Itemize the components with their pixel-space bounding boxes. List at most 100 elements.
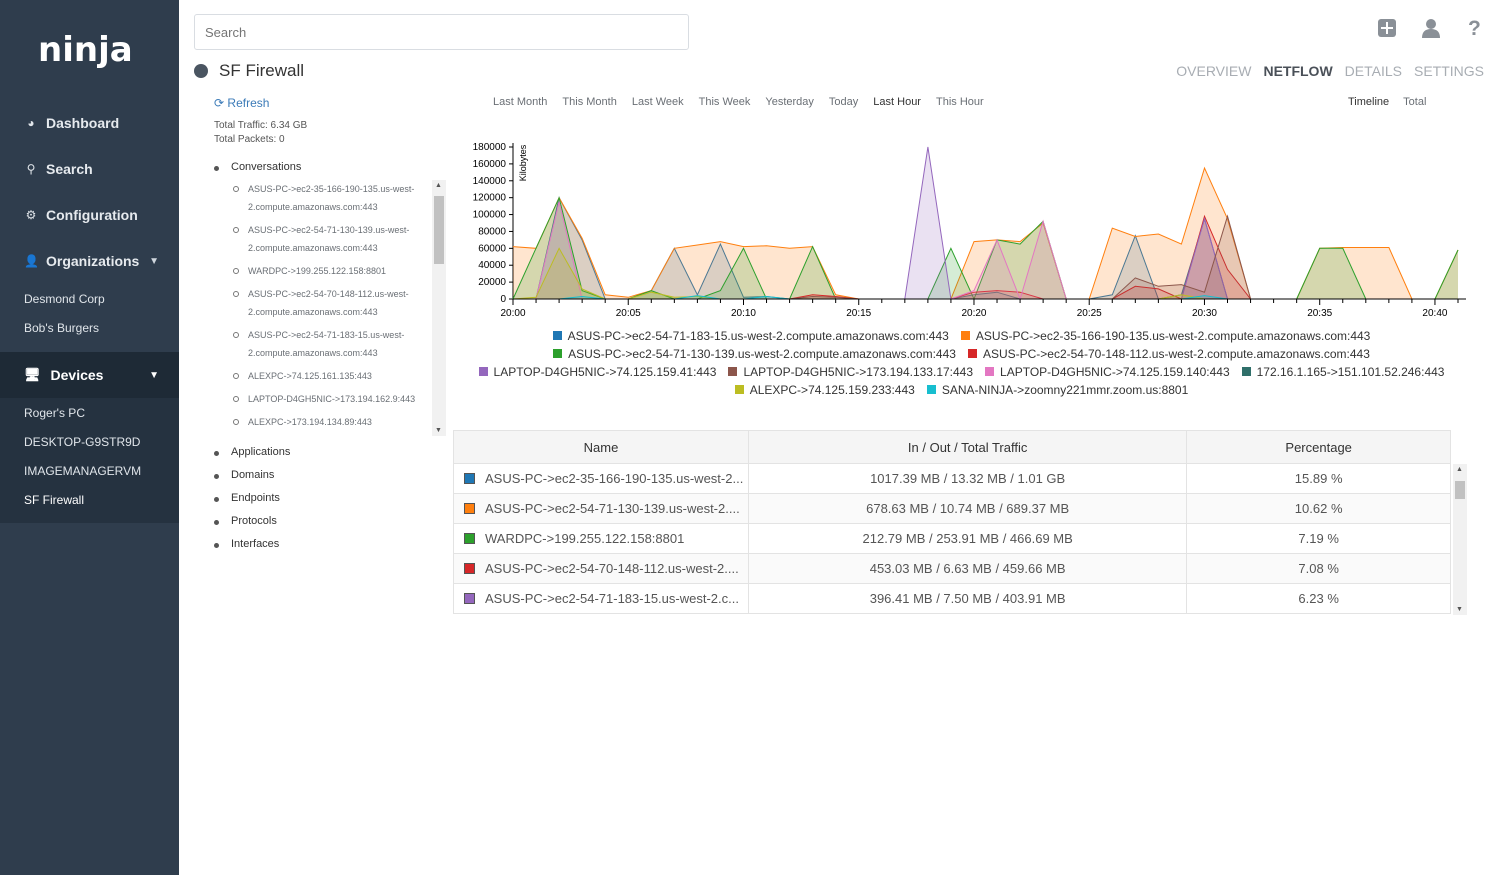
refresh-label: Refresh — [227, 96, 270, 110]
range-option[interactable]: Last Month — [493, 96, 548, 108]
scroll-thumb[interactable] — [434, 196, 444, 264]
conversation-item[interactable]: LAPTOP-D4GH5NIC->173.194.162.9:443 — [230, 390, 431, 408]
conversation-item[interactable]: ASUS-PC->ec2-35-166-190-135.us-west-2.co… — [230, 180, 431, 216]
tree-applications-label: Applications — [231, 446, 291, 458]
scroll-down-icon[interactable]: ▼ — [1456, 606, 1463, 613]
conversation-item[interactable]: ASUS-PC->ec2-54-71-130-139.us-west-2.com… — [230, 221, 431, 257]
tab-netflow[interactable]: NETFLOW — [1263, 63, 1333, 79]
table-row[interactable]: ASUS-PC->ec2-54-70-148-112.us-west-2....… — [453, 553, 1451, 584]
device-item[interactable]: Roger's PC — [24, 406, 85, 420]
table-row[interactable]: ASUS-PC->ec2-54-71-183-15.us-west-2.c...… — [453, 583, 1451, 614]
chevron-down-icon[interactable]: ▼ — [149, 369, 159, 381]
nav-search[interactable]: ⚲ Search — [0, 149, 179, 189]
device-item[interactable]: IMAGEMANAGERVM — [24, 464, 142, 478]
tab-overview[interactable]: OVERVIEW — [1176, 63, 1252, 79]
device-tabs: OVERVIEW NETFLOW DETAILS SETTINGS — [1176, 63, 1484, 79]
view-timeline[interactable]: Timeline — [1348, 96, 1390, 108]
nav-dashboard-label: Dashboard — [46, 115, 120, 131]
legend-item[interactable]: ASUS-PC->ec2-35-166-190-135.us-west-2.co… — [960, 327, 1370, 345]
globe-icon — [194, 64, 208, 78]
conversation-item[interactable]: ASUS-PC->ec2-54-70-148-112.us-west-2.com… — [230, 285, 431, 321]
cell-traffic: 453.03 MB / 6.63 MB / 459.66 MB — [747, 553, 1188, 584]
x-tick-label: 20:15 — [846, 308, 871, 319]
legend-label: SANA-NINJA->zoomny221mmr.zoom.us:8801 — [941, 383, 1189, 397]
cell-percentage: 15.89 % — [1186, 463, 1451, 494]
tab-settings[interactable]: SETTINGS — [1413, 63, 1484, 79]
nav-dashboard[interactable]: ◕ Dashboard — [0, 103, 179, 143]
legend-swatch — [967, 349, 977, 358]
scroll-thumb[interactable] — [1455, 481, 1465, 499]
legend-item[interactable]: ASUS-PC->ec2-54-70-148-112.us-west-2.com… — [967, 345, 1370, 363]
cell-name: ASUS-PC->ec2-54-71-130-139.us-west-2.... — [453, 493, 749, 524]
time-range-selector: Last Month This Month Last Week This Wee… — [493, 96, 984, 108]
search-input[interactable] — [194, 14, 689, 50]
device-item-active[interactable]: SF Firewall — [24, 493, 85, 507]
tree-domains-label: Domains — [231, 469, 275, 481]
legend-swatch — [926, 385, 936, 394]
y-tick-label: 80000 — [478, 226, 506, 237]
legend-item[interactable]: ASUS-PC->ec2-54-71-183-15.us-west-2.comp… — [552, 327, 949, 345]
org-item[interactable]: Bob's Burgers — [24, 321, 99, 335]
legend-label: LAPTOP-D4GH5NIC->173.194.133.17:443 — [743, 365, 974, 379]
y-tick-label: 160000 — [473, 159, 507, 170]
scroll-down-icon[interactable]: ▼ — [435, 427, 442, 434]
legend-item[interactable]: LAPTOP-D4GH5NIC->74.125.159.140:443 — [985, 363, 1230, 381]
range-option[interactable]: This Month — [562, 96, 617, 108]
y-tick-label: 20000 — [478, 277, 506, 288]
legend-item[interactable]: ASUS-PC->ec2-54-71-130-139.us-west-2.com… — [553, 345, 956, 363]
tree-applications[interactable]: Applications — [213, 446, 291, 458]
gear-icon: ⚙ — [25, 208, 37, 222]
nav-organizations[interactable]: 👤 Organizations ▼ — [0, 241, 179, 281]
help-icon[interactable]: ? — [1468, 17, 1481, 40]
cell-percentage: 7.08 % — [1186, 553, 1451, 584]
legend-item[interactable]: LAPTOP-D4GH5NIC->173.194.133.17:443 — [728, 363, 973, 381]
conversation-item[interactable]: WARDPC->199.255.122.158:8801 — [230, 262, 431, 280]
table-row[interactable]: WARDPC->199.255.122.158:8801 212.79 MB / … — [453, 523, 1451, 554]
legend-item[interactable]: SANA-NINJA->zoomny221mmr.zoom.us:8801 — [926, 381, 1189, 399]
conversation-item[interactable]: ALEXPC->173.194.134.89:443 — [230, 413, 431, 431]
col-header-name[interactable]: Name — [453, 430, 749, 464]
conversation-item[interactable]: ALEXPC->74.125.161.135:443 — [230, 367, 431, 385]
tree-endpoints-label: Endpoints — [231, 492, 280, 504]
tree-domains[interactable]: Domains — [213, 469, 275, 481]
scroll-up-icon[interactable]: ▲ — [435, 182, 442, 189]
nav-configuration[interactable]: ⚙ Configuration — [0, 195, 179, 235]
series-color-swatch — [464, 593, 475, 604]
tab-details[interactable]: DETAILS — [1344, 63, 1402, 79]
refresh-button[interactable]: ⟳ Refresh — [214, 96, 269, 110]
col-header-percentage[interactable]: Percentage — [1186, 430, 1451, 464]
series-line[interactable] — [512, 196, 1459, 301]
device-item[interactable]: DESKTOP-G9STR9D — [24, 435, 141, 449]
scroll-up-icon[interactable]: ▲ — [1456, 466, 1463, 473]
user-icon[interactable] — [1422, 18, 1440, 44]
range-option[interactable]: This Week — [698, 96, 751, 108]
legend-swatch — [960, 331, 970, 340]
conversation-table: Name In / Out / Total Traffic Percentage… — [453, 430, 1468, 615]
tree-conversations[interactable]: Conversations — [213, 161, 301, 173]
conversation-scrollbar[interactable]: ▲ ▼ — [432, 180, 446, 436]
tree-protocols[interactable]: Protocols — [214, 515, 277, 527]
range-option[interactable]: Today — [828, 96, 859, 108]
add-icon[interactable] — [1377, 18, 1397, 44]
monitor-icon: 🖥 — [24, 367, 41, 382]
view-total[interactable]: Total — [1403, 96, 1427, 108]
ninja-logo[interactable]: ninja — [38, 30, 133, 70]
conversation-item[interactable]: ASUS-PC->ec2-54-71-183-15.us-west-2.comp… — [230, 326, 431, 362]
table-row[interactable]: ASUS-PC->ec2-35-166-190-135.us-west-2...… — [453, 463, 1451, 494]
org-item[interactable]: Desmond Corp — [24, 292, 105, 306]
range-option[interactable]: This Hour — [935, 96, 984, 108]
legend-item[interactable]: 172.16.1.165->151.101.52.246:443 — [1241, 363, 1444, 381]
range-option-active[interactable]: Last Hour — [873, 96, 921, 108]
chevron-down-icon[interactable]: ▼ — [149, 255, 159, 267]
legend-item[interactable]: ALEXPC->74.125.159.233:443 — [734, 381, 915, 399]
range-option[interactable]: Yesterday — [765, 96, 814, 108]
table-row[interactable]: ASUS-PC->ec2-54-71-130-139.us-west-2....… — [453, 493, 1451, 524]
tree-endpoints[interactable]: Endpoints — [214, 492, 280, 504]
table-scrollbar[interactable]: ▲ ▼ — [1453, 464, 1467, 615]
col-header-traffic[interactable]: In / Out / Total Traffic — [747, 430, 1188, 464]
range-option[interactable]: Last Week — [631, 96, 684, 108]
legend-item[interactable]: LAPTOP-D4GH5NIC->74.125.159.41:443 — [478, 363, 716, 381]
tree-interfaces[interactable]: Interfaces — [213, 538, 279, 550]
nav-devices[interactable]: 🖥 Devices ▼ — [0, 352, 179, 398]
cell-name: WARDPC->199.255.122.158:8801 — [453, 523, 749, 554]
